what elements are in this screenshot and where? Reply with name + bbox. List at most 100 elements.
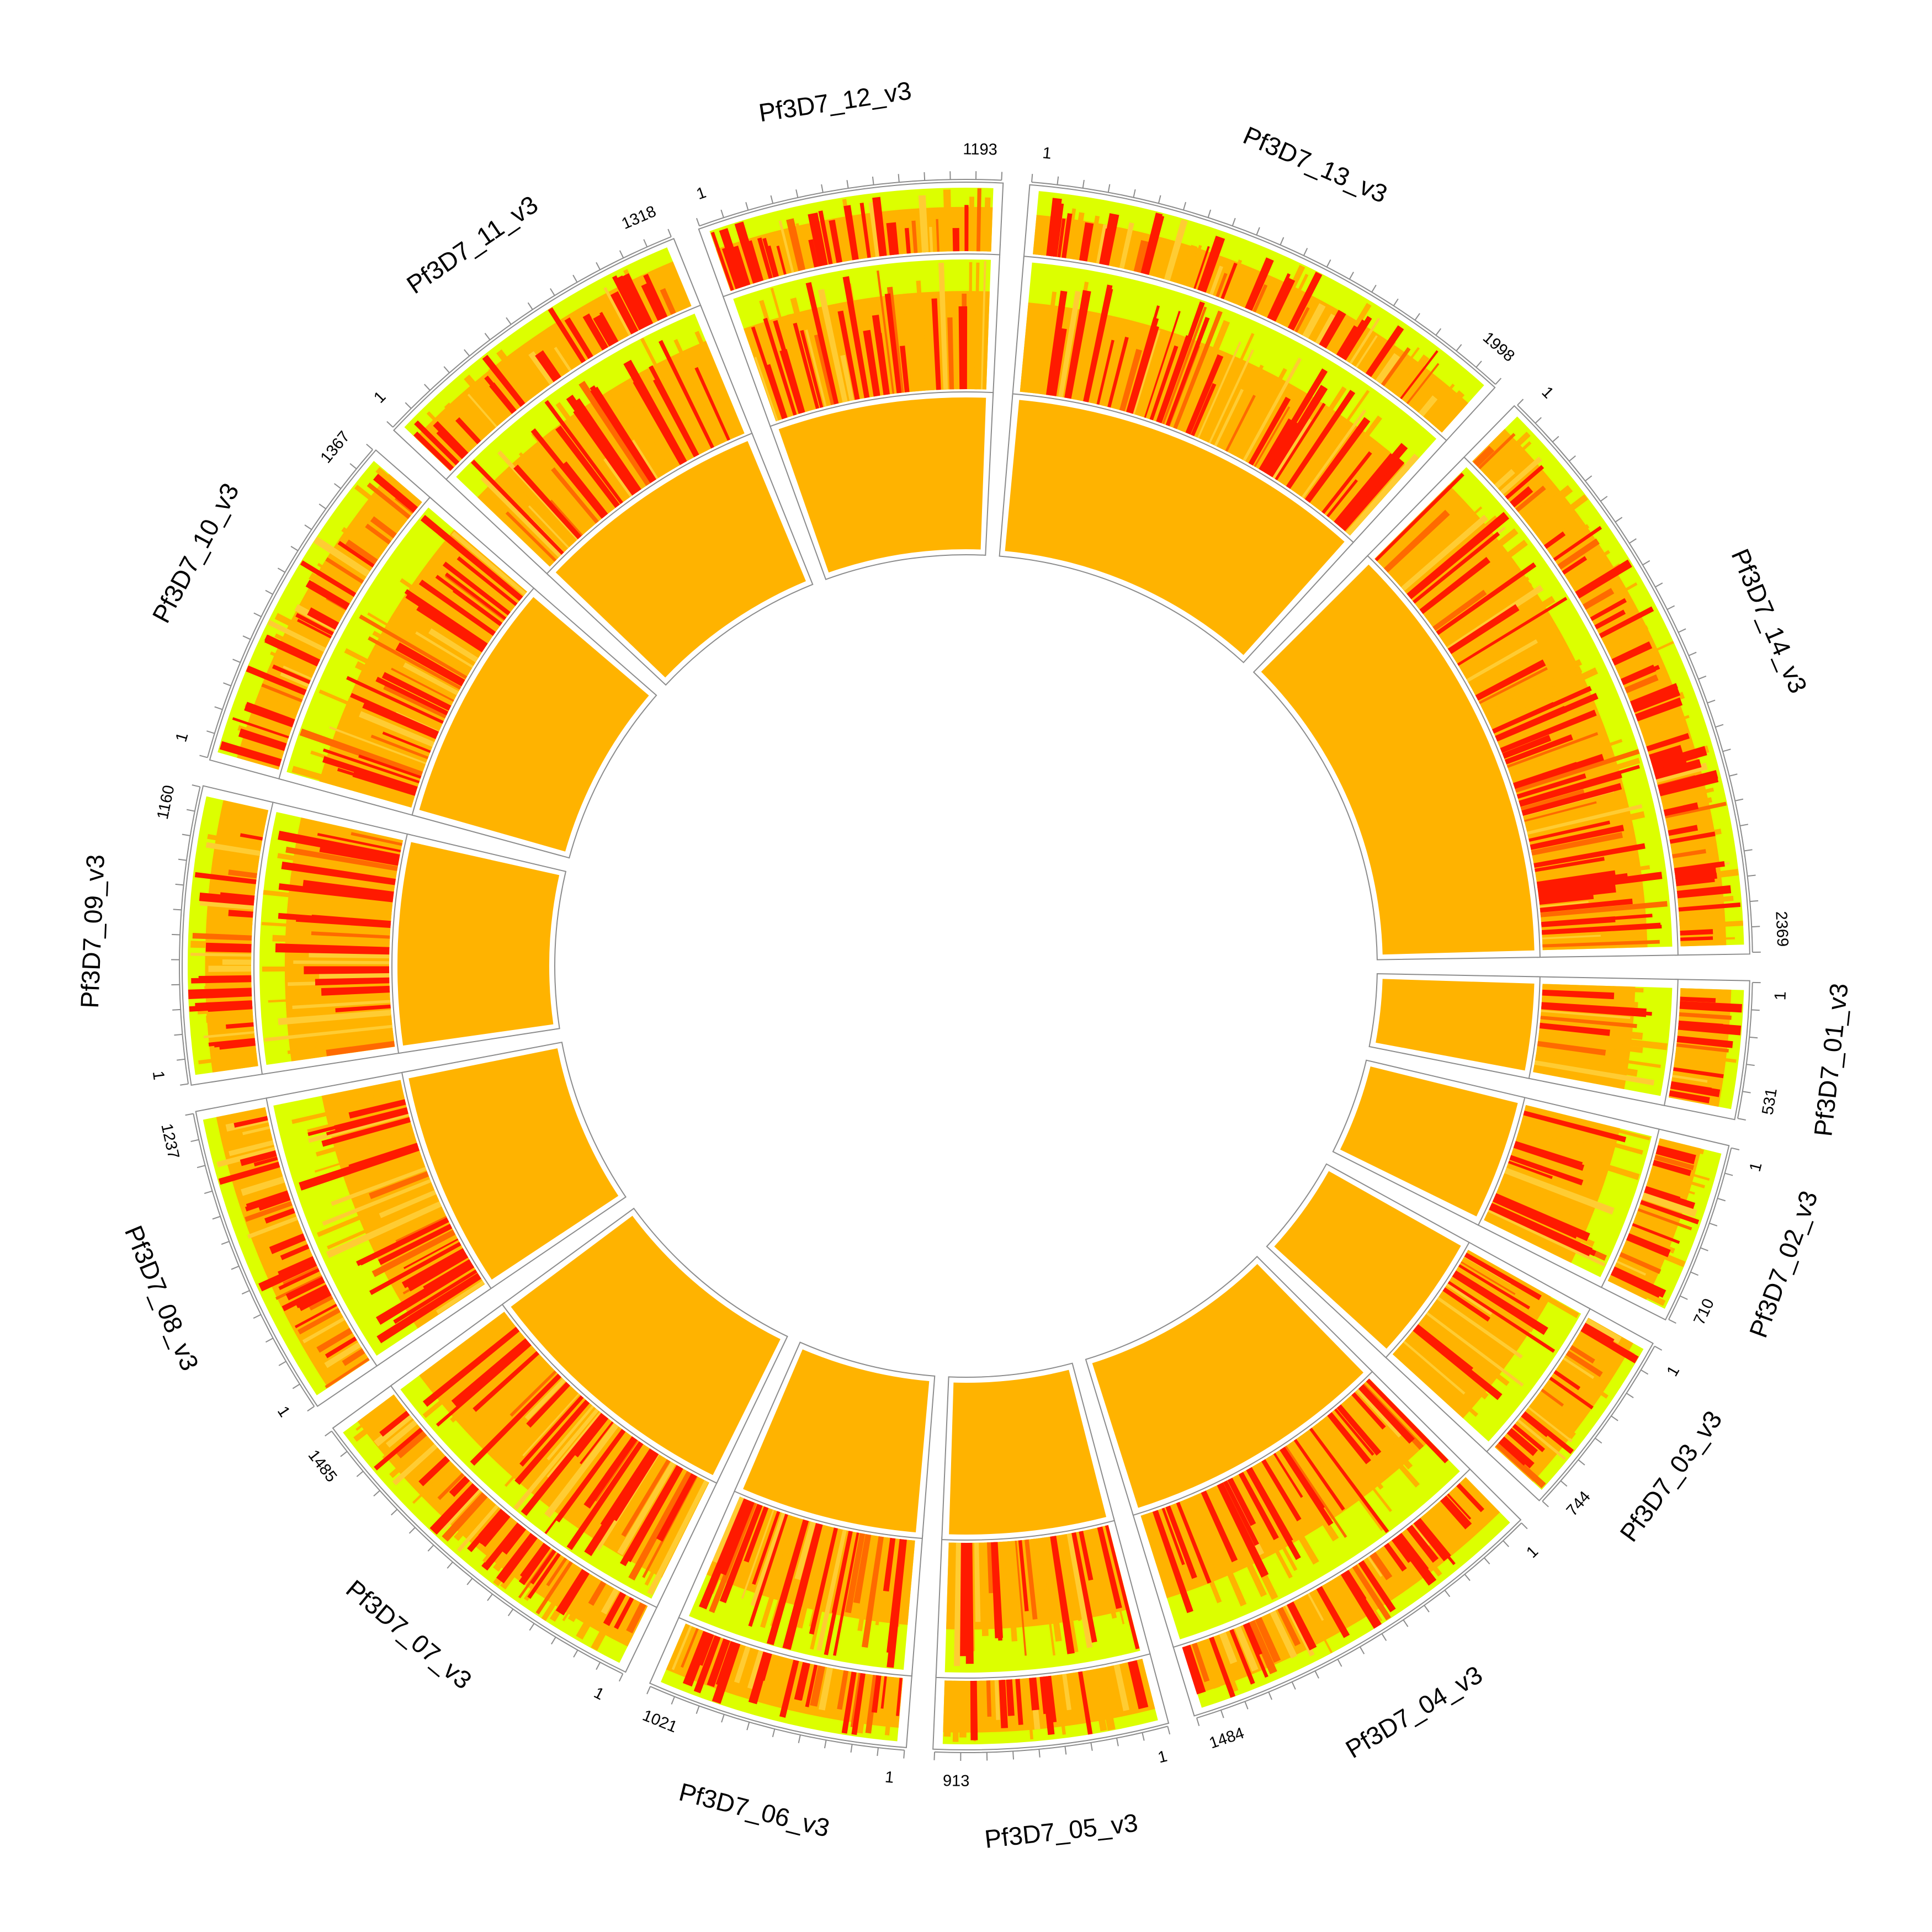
track-stripe — [335, 1004, 391, 1012]
track-stripe — [321, 1117, 411, 1147]
track-spike — [612, 275, 644, 331]
track-stripe — [370, 734, 429, 760]
track-stripe — [1185, 354, 1224, 435]
axis-tick — [1611, 1415, 1618, 1421]
axis-arc — [1737, 982, 1753, 1119]
track-stripe — [994, 1680, 1000, 1720]
track-spike — [1599, 606, 1654, 639]
track-stripe — [1285, 1445, 1347, 1538]
track-stripe — [1254, 406, 1291, 468]
track-stripe — [481, 1513, 511, 1547]
track-stripe — [797, 1525, 828, 1629]
track-stripe — [1085, 1670, 1095, 1701]
track-spike — [863, 330, 880, 397]
track-spike — [350, 693, 439, 735]
track-stripe — [778, 220, 794, 273]
track-spike — [299, 1144, 420, 1191]
track-spike — [1220, 262, 1238, 300]
axis-tick — [573, 1649, 578, 1658]
track-stripe — [280, 671, 310, 687]
track-stripe — [546, 1557, 567, 1586]
track-stripe — [500, 1537, 542, 1590]
axis-tick — [1739, 824, 1749, 826]
inner-track-Pf3D7_07_v3 — [501, 1207, 788, 1484]
track-stripe — [1673, 857, 1706, 868]
axis-tick — [319, 503, 326, 509]
axis-tick — [1220, 1710, 1224, 1718]
track-stripe — [414, 420, 460, 465]
track-spike — [796, 1662, 810, 1701]
chrom-end-label: 744 — [1563, 1488, 1594, 1519]
track-spike — [489, 382, 517, 414]
track-spike — [1504, 734, 1573, 765]
track-stripe — [607, 309, 628, 339]
chrom-end-label: 710 — [1690, 1296, 1718, 1328]
track-stripe — [432, 1466, 459, 1492]
track-stripe — [1296, 390, 1370, 494]
axis-arc — [392, 236, 672, 428]
track-stripe — [1418, 395, 1438, 417]
track-stripe — [805, 330, 827, 407]
track-stripe — [1525, 1106, 1650, 1140]
track-spike — [1655, 1145, 1696, 1165]
track-stripe — [1280, 386, 1347, 485]
track-stripe — [1411, 1524, 1430, 1547]
track-stripe — [1534, 494, 1589, 538]
track-spike — [1620, 665, 1657, 686]
track-stripe — [1006, 1679, 1015, 1716]
axis-tick — [643, 239, 648, 247]
track-stripe — [1527, 804, 1643, 835]
track-stripe — [1270, 1610, 1298, 1659]
track-stripe — [1020, 338, 1027, 392]
track-stripe — [1179, 245, 1198, 286]
axis-tick — [933, 1751, 936, 1760]
track-spike — [379, 1410, 410, 1437]
track-spike — [1316, 1586, 1350, 1638]
axis-tick — [529, 1623, 535, 1631]
track-stripe — [1197, 1640, 1220, 1689]
track-stripe — [599, 311, 619, 343]
track-stripe — [1193, 1494, 1247, 1607]
track-stripe — [367, 503, 402, 532]
track-stripe — [1428, 588, 1475, 623]
track-spike — [376, 1272, 481, 1344]
track-stripe — [1536, 866, 1596, 879]
track-stripe — [1429, 1307, 1506, 1365]
track-stripe — [1538, 1029, 1668, 1050]
track-stripe — [1557, 538, 1600, 570]
track-spike — [1513, 753, 1604, 789]
track-stripe — [1541, 997, 1638, 1008]
track-spike — [1413, 532, 1500, 604]
track-fill — [949, 1370, 1107, 1535]
track-stripe — [298, 1308, 341, 1335]
track-stripe — [522, 1393, 580, 1457]
track-stripe — [1413, 389, 1432, 411]
track-spike — [720, 1500, 755, 1575]
track-stripe — [1090, 1669, 1107, 1732]
track-spike — [1542, 989, 1615, 1000]
track-stripe — [1672, 1074, 1708, 1083]
track-spike — [1029, 1677, 1039, 1711]
axis-tick — [223, 682, 231, 687]
track-stripe — [363, 744, 425, 771]
track-stripe — [529, 1386, 575, 1435]
track-stripe — [760, 1516, 799, 1628]
track-stripe — [1634, 1216, 1664, 1230]
track-stripe — [576, 1584, 613, 1640]
track-spike — [763, 317, 797, 416]
axis-tick — [1749, 1036, 1758, 1039]
track-spike — [548, 307, 586, 364]
track-spike — [1538, 884, 1616, 901]
track-stripe — [1511, 1149, 1569, 1174]
axis-tick — [253, 1314, 262, 1319]
axis-tick — [1359, 1646, 1365, 1654]
track-stripe — [1255, 1462, 1319, 1565]
axis-tick — [1291, 1681, 1296, 1690]
axis-tick — [231, 1265, 240, 1270]
track-stripe — [1524, 801, 1597, 822]
track-spike — [958, 306, 968, 390]
track-stripe — [222, 959, 252, 965]
track-stripe — [1431, 390, 1465, 428]
axis-tick — [1641, 1369, 1649, 1375]
track-spike — [1630, 683, 1678, 707]
